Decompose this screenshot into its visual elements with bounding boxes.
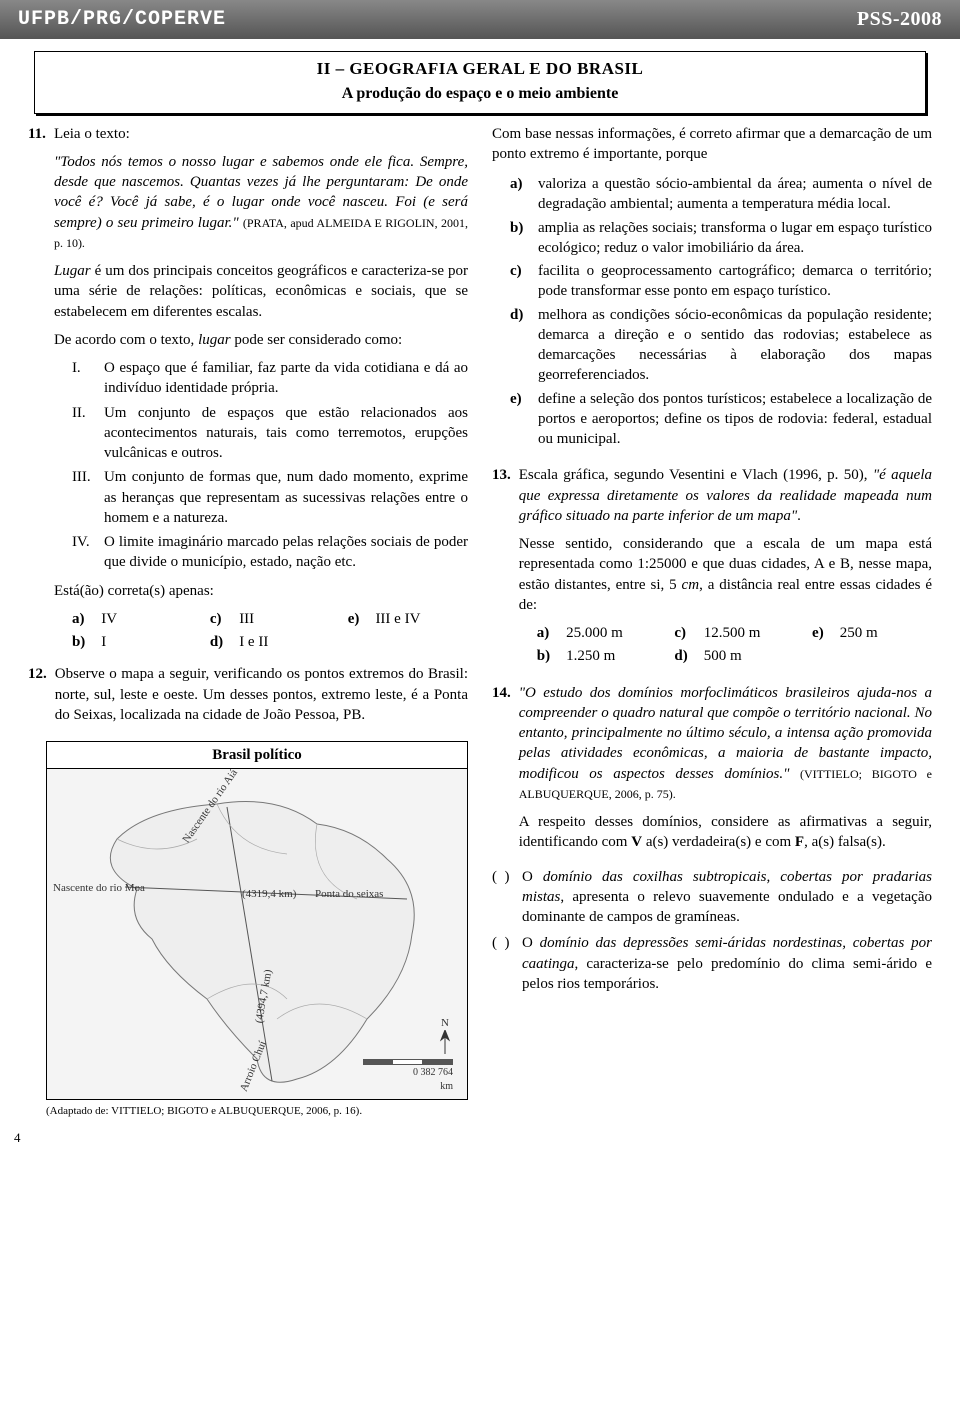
- column-right: Com base nessas informações, é correto a…: [492, 124, 932, 1120]
- question-12: 12. Observe o mapa a seguir, verificando…: [28, 664, 468, 733]
- q14-instruction: A respeito desses domínios, considere as…: [519, 812, 932, 853]
- q11-quote: "Todos nós temos o nosso lugar e sabemos…: [54, 152, 468, 253]
- page-number: 4: [0, 1127, 960, 1157]
- label-dist-ew: (4319,4 km): [242, 887, 296, 902]
- q11-para2: Lugar é um dos principais conceitos geog…: [54, 261, 468, 322]
- q14-quote: "O estudo dos domínios morfoclimáticos b…: [519, 683, 932, 805]
- column-left: 11. Leia o texto: "Todos nós temos o nos…: [28, 124, 468, 1120]
- q11-roman-list: I.O espaço que é familiar, faz parte da …: [72, 358, 468, 573]
- compass-icon: N: [439, 1016, 451, 1060]
- question-number: 14.: [492, 683, 511, 861]
- q12-options: a)valoriza a questão sócio-ambiental da …: [510, 174, 932, 449]
- question-11: 11. Leia o texto: "Todos nós temos o nos…: [28, 124, 468, 653]
- map-title: Brasil político: [47, 742, 467, 769]
- q14-vf-list: ( ) O domínio das coxilhas subtropicais,…: [492, 867, 932, 995]
- map-box: Brasil político Nascente do rio Aiá Nasc…: [46, 741, 468, 1100]
- q11-lead: Leia o texto:: [54, 124, 468, 144]
- map-source: (Adaptado de: VITTIELO; BIGOTO e ALBUQUE…: [46, 1104, 468, 1119]
- q11-para3: De acordo com o texto, lugar pode ser co…: [54, 330, 468, 350]
- exam-header: UFPB/PRG/COPERVE PSS-2008: [0, 0, 960, 39]
- q11-options: a)IV c)III e)III e IV b)I d)I e II: [72, 609, 468, 653]
- section-title-1: II – GEOGRAFIA GERAL E DO BRASIL: [45, 58, 915, 81]
- q13-options: a)25.000 m c)12.500 m e)250 m b)1.250 m …: [537, 623, 932, 667]
- q13-lead: Escala gráfica, segundo Vesentini e Vlac…: [519, 465, 932, 526]
- section-title-box: II – GEOGRAFIA GERAL E DO BRASIL A produ…: [34, 51, 926, 114]
- question-13: 13. Escala gráfica, segundo Vesentini e …: [492, 465, 932, 666]
- map-canvas: Nascente do rio Aiá Nascente do rio Moa …: [47, 769, 467, 1099]
- scale-bar: 0 382 764 km: [363, 1059, 453, 1093]
- section-title-2: A produção do espaço e o meio ambiente: [45, 83, 915, 105]
- institution-label: UFPB/PRG/COPERVE: [18, 6, 226, 33]
- label-ponta-seixas: Ponta do seixas: [315, 887, 383, 902]
- q13-para2: Nesse sentido, considerando que a escala…: [519, 534, 932, 615]
- q12-followup: Com base nessas informações, é correto a…: [492, 124, 932, 165]
- question-number: 13.: [492, 465, 511, 666]
- vf-item: ( ) O domínio das depressões semi-áridas…: [492, 933, 932, 994]
- page-content: II – GEOGRAFIA GERAL E DO BRASIL A produ…: [0, 39, 960, 1127]
- vf-item: ( ) O domínio das coxilhas subtropicais,…: [492, 867, 932, 928]
- q11-correct-prompt: Está(ão) correta(s) apenas:: [54, 581, 468, 601]
- exam-code: PSS-2008: [857, 6, 942, 33]
- question-number: 11.: [28, 124, 46, 653]
- question-14: 14. "O estudo dos domínios morfoclimátic…: [492, 683, 932, 861]
- question-number: 12.: [28, 664, 47, 733]
- label-nascente-moa: Nascente do rio Moa: [53, 881, 145, 896]
- q12-lead: Observe o mapa a seguir, verificando os …: [55, 664, 468, 725]
